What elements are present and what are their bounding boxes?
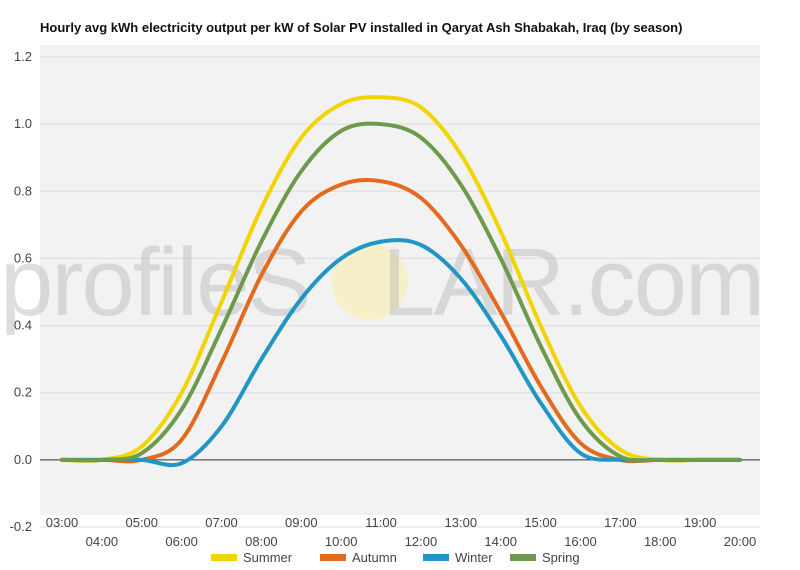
- series-line-winter: [60, 238, 742, 468]
- x-tick-label: 12:00: [405, 534, 438, 549]
- legend-swatch-spring: [510, 554, 536, 561]
- x-tick-label: 15:00: [524, 515, 557, 530]
- x-tick-label: 05:00: [125, 515, 158, 530]
- legend: Summer Autumn Winter Spring: [211, 550, 580, 565]
- series-lines: [60, 95, 742, 468]
- chart-title: Hourly avg kWh electricity output per kW…: [40, 20, 683, 35]
- x-axis-ticks: 03:00 04:00 05:00 06:00 07:00 08:00 09:00 10:00…: [46, 515, 757, 549]
- watermark-text: profileSOLAR.com: [0, 229, 763, 336]
- y-tick-label: 1.0: [14, 116, 32, 131]
- legend-swatch-autumn: [320, 554, 346, 561]
- legend-label-summer: Summer: [243, 550, 293, 565]
- x-tick-label: 14:00: [484, 534, 517, 549]
- x-tick-label: 11:00: [365, 515, 397, 530]
- x-tick-label: 08:00: [245, 534, 278, 549]
- x-tick-label: 03:00: [46, 515, 79, 530]
- x-tick-label: 17:00: [604, 515, 637, 530]
- y-tick-label: 0.4: [14, 318, 32, 333]
- y-tick-label: 1.2: [14, 49, 32, 64]
- x-tick-label: 10:00: [325, 534, 358, 549]
- y-tick-label: 0.6: [14, 250, 32, 265]
- legend-swatch-winter: [423, 554, 449, 561]
- watermark-sun-icon: [332, 244, 408, 320]
- y-tick-label: -0.2: [10, 519, 32, 534]
- watermark: profileSOLAR.com: [0, 229, 765, 336]
- x-tick-label: 18:00: [644, 534, 677, 549]
- x-tick-label: 20:00: [724, 534, 757, 549]
- x-tick-label: 07:00: [205, 515, 238, 530]
- legend-label-spring: Spring: [542, 550, 580, 565]
- x-tick-label: 06:00: [165, 534, 198, 549]
- x-tick-label: 04:00: [86, 534, 119, 549]
- series-line-summer: [60, 95, 742, 463]
- watermark-text-left: profile: [0, 229, 247, 336]
- x-tick-label: 16:00: [564, 534, 597, 549]
- x-tick-label: 19:00: [684, 515, 717, 530]
- y-tick-label: 0.8: [14, 183, 32, 198]
- y-tick-label: 0.2: [14, 385, 32, 400]
- legend-swatch-summer: [211, 554, 237, 561]
- watermark-text-right: LAR.com: [382, 229, 763, 336]
- series-line-spring: [60, 121, 742, 463]
- y-axis-ticks: -0.2 0.0 0.2 0.4 0.6 0.8 1.0 1.2: [10, 49, 32, 534]
- y-tick-label: 0.0: [14, 452, 32, 467]
- grid-lines: [40, 56, 760, 528]
- x-tick-label: 13:00: [445, 515, 478, 530]
- legend-label-autumn: Autumn: [352, 550, 397, 565]
- x-tick-label: 09:00: [285, 515, 318, 530]
- legend-label-winter: Winter: [455, 550, 493, 565]
